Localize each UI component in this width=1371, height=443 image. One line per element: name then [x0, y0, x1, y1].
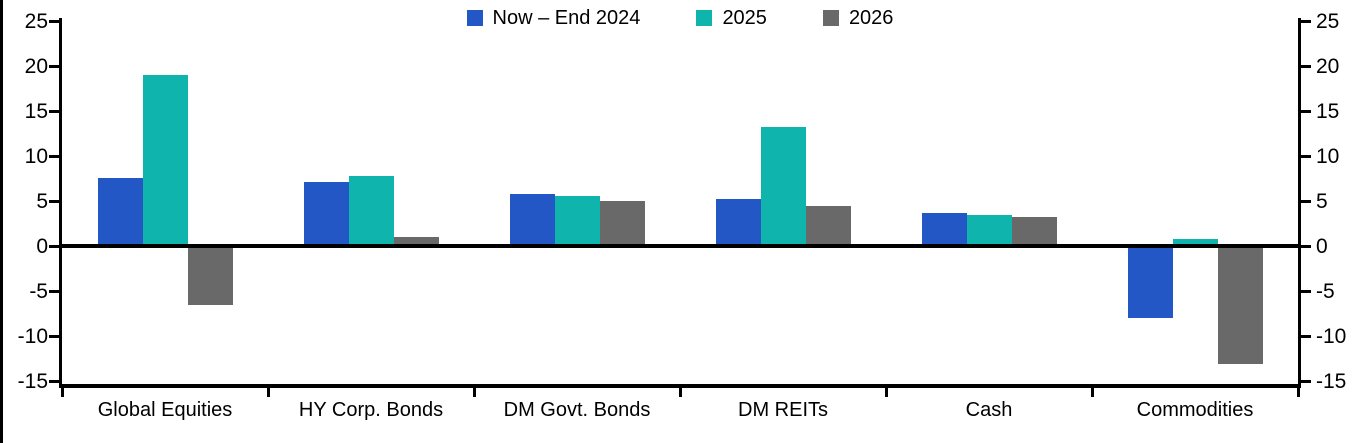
y-axis-left-tick-label: 20	[24, 54, 48, 78]
y-axis-right-tick	[1301, 379, 1311, 383]
y-axis-left-tick-label: -5	[29, 279, 48, 303]
y-axis-right-tick	[1301, 289, 1311, 293]
legend-item-2025: 2025	[696, 7, 767, 29]
x-axis-category-tick	[678, 384, 682, 397]
y-axis-right-tick-label: -10	[1316, 324, 1347, 348]
x-axis-category-tick	[1296, 384, 1300, 397]
y-axis-right-tick-label: 25	[1316, 9, 1340, 33]
bar-2026-dm-govt-bonds	[599, 201, 645, 246]
y-axis-right-tick-label: -5	[1316, 279, 1335, 303]
y-axis-right-tick-label: -15	[1316, 369, 1347, 393]
y-axis-left-tick	[49, 199, 59, 203]
bar-now-end-2024-dm-reits	[715, 199, 761, 246]
legend-label: Now – End 2024	[492, 7, 641, 29]
legend-item-2026: 2026	[822, 7, 894, 29]
y-axis-left-tick	[49, 289, 59, 293]
y-axis-left-tick-label: 5	[36, 189, 48, 213]
y-axis-left-tick	[49, 154, 59, 158]
y-axis-right-tick	[1301, 334, 1311, 338]
x-axis-category-label: DM Govt. Bonds	[503, 399, 651, 421]
bar-2026-cash	[1011, 217, 1057, 246]
legend-label: 2025	[722, 7, 767, 29]
legend-swatch-icon	[466, 10, 483, 26]
x-axis-category-label: Cash	[965, 399, 1013, 421]
bar-2026-dm-reits	[805, 205, 851, 246]
zero-baseline	[62, 244, 1298, 248]
y-axis-right-tick-label: 15	[1316, 99, 1340, 123]
y-axis-left-tick-label: -10	[17, 324, 48, 348]
y-axis-left-tick	[49, 334, 59, 338]
y-axis-left-tick	[49, 64, 59, 68]
x-axis-category-label: Global Equities	[97, 399, 233, 421]
y-axis-left-tick-label: 10	[24, 144, 48, 168]
bar-2025-global-equities	[142, 75, 188, 246]
y-axis-right-tick-label: 5	[1316, 189, 1328, 213]
y-axis-right-tick	[1301, 244, 1311, 248]
bar-2025-dm-reits	[760, 127, 806, 246]
bar-2025-hy-corp-bonds	[348, 175, 394, 246]
chart-legend: Now – End 2024 2025 2026	[62, 7, 1298, 29]
legend-item-now-end-2024: Now – End 2024	[466, 7, 641, 29]
x-axis-category-tick	[266, 384, 270, 397]
y-axis-left-tick-label: 0	[36, 234, 48, 258]
y-axis-left-spine	[59, 18, 62, 388]
y-axis-right-tick-label: 20	[1316, 54, 1340, 78]
y-axis-right-tick	[1301, 64, 1311, 68]
y-axis-left-tick	[49, 244, 59, 248]
x-axis-bottom-spine	[62, 384, 1298, 388]
bar-now-end-2024-commodities	[1127, 246, 1173, 318]
bar-now-end-2024-dm-govt-bonds	[509, 193, 555, 246]
y-axis-right-tick-label: 10	[1316, 144, 1340, 168]
legend-swatch-icon	[822, 10, 839, 26]
x-axis-category-tick	[472, 384, 476, 397]
legend-swatch-icon	[696, 10, 713, 26]
bar-2026-global-equities	[187, 246, 233, 306]
y-axis-right-spine	[1298, 18, 1301, 388]
x-axis-category-label: Commodities	[1136, 399, 1254, 421]
x-axis-category-tick	[884, 384, 888, 397]
x-axis-category-tick	[60, 384, 64, 397]
bar-2026-hy-corp-bonds	[393, 237, 439, 246]
x-axis-category-tick	[1090, 384, 1094, 397]
y-axis-right-tick	[1301, 109, 1311, 113]
y-axis-left-tick-label: 25	[24, 9, 48, 33]
y-axis-left-tick-label: 15	[24, 99, 48, 123]
bar-now-end-2024-hy-corp-bonds	[303, 182, 349, 246]
left-edge-border	[0, 0, 3, 443]
bar-now-end-2024-global-equities	[97, 177, 143, 246]
y-axis-right-tick	[1301, 199, 1311, 203]
y-axis-left-tick	[49, 379, 59, 383]
y-axis-right-tick	[1301, 154, 1311, 158]
y-axis-left-tick	[49, 109, 59, 113]
x-axis-category-label: HY Corp. Bonds	[298, 399, 444, 421]
y-axis-right-tick-label: 0	[1316, 234, 1328, 258]
bar-2025-dm-govt-bonds	[554, 195, 600, 246]
bar-2025-cash	[966, 214, 1012, 246]
legend-label: 2026	[848, 7, 894, 29]
bar-now-end-2024-cash	[921, 212, 967, 246]
bar-2026-commodities	[1217, 246, 1263, 364]
bar-2025-commodities	[1172, 238, 1218, 246]
y-axis-left-tick-label: -15	[17, 369, 48, 393]
x-axis-category-label: DM REITs	[738, 399, 828, 421]
y-axis-left-tick	[49, 19, 59, 23]
y-axis-right-tick	[1301, 19, 1311, 23]
